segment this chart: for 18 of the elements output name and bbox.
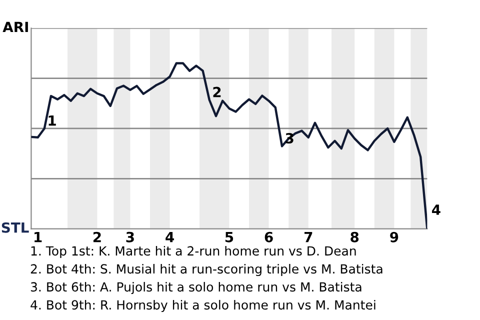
x-tick-label: 4 xyxy=(166,232,174,242)
annotation: 2 xyxy=(213,86,221,98)
text: STL xyxy=(2,222,29,233)
x-tick-label: 3 xyxy=(126,232,134,242)
x-tick-label: 8 xyxy=(350,232,359,242)
annotation: 1 xyxy=(48,115,56,126)
x-tick-label: 1 xyxy=(34,232,42,242)
x-tick-label: 7 xyxy=(304,232,312,242)
x-tick-label: 5 xyxy=(225,232,234,242)
x-tick-label: 2 xyxy=(93,232,101,242)
text: 1. Top 1st: K. Marte hit a 2-run home run vs D. Dean xyxy=(31,246,356,258)
text: 2. Bot 4th: S. Musial hit a run-scoring triple vs M. Batista xyxy=(30,264,382,276)
text: 3. Bot 6th: A. Pujols hit a solo home run vs M. Batista xyxy=(30,282,362,294)
x-tick-label: 9 xyxy=(390,232,398,242)
x-tick-label: 6 xyxy=(264,232,273,242)
text: ARI xyxy=(2,22,28,32)
text: 4. Bot 9th: R. Hornsby hit a solo home run vs M. Mantei xyxy=(30,300,376,312)
text: 4 xyxy=(432,204,440,215)
